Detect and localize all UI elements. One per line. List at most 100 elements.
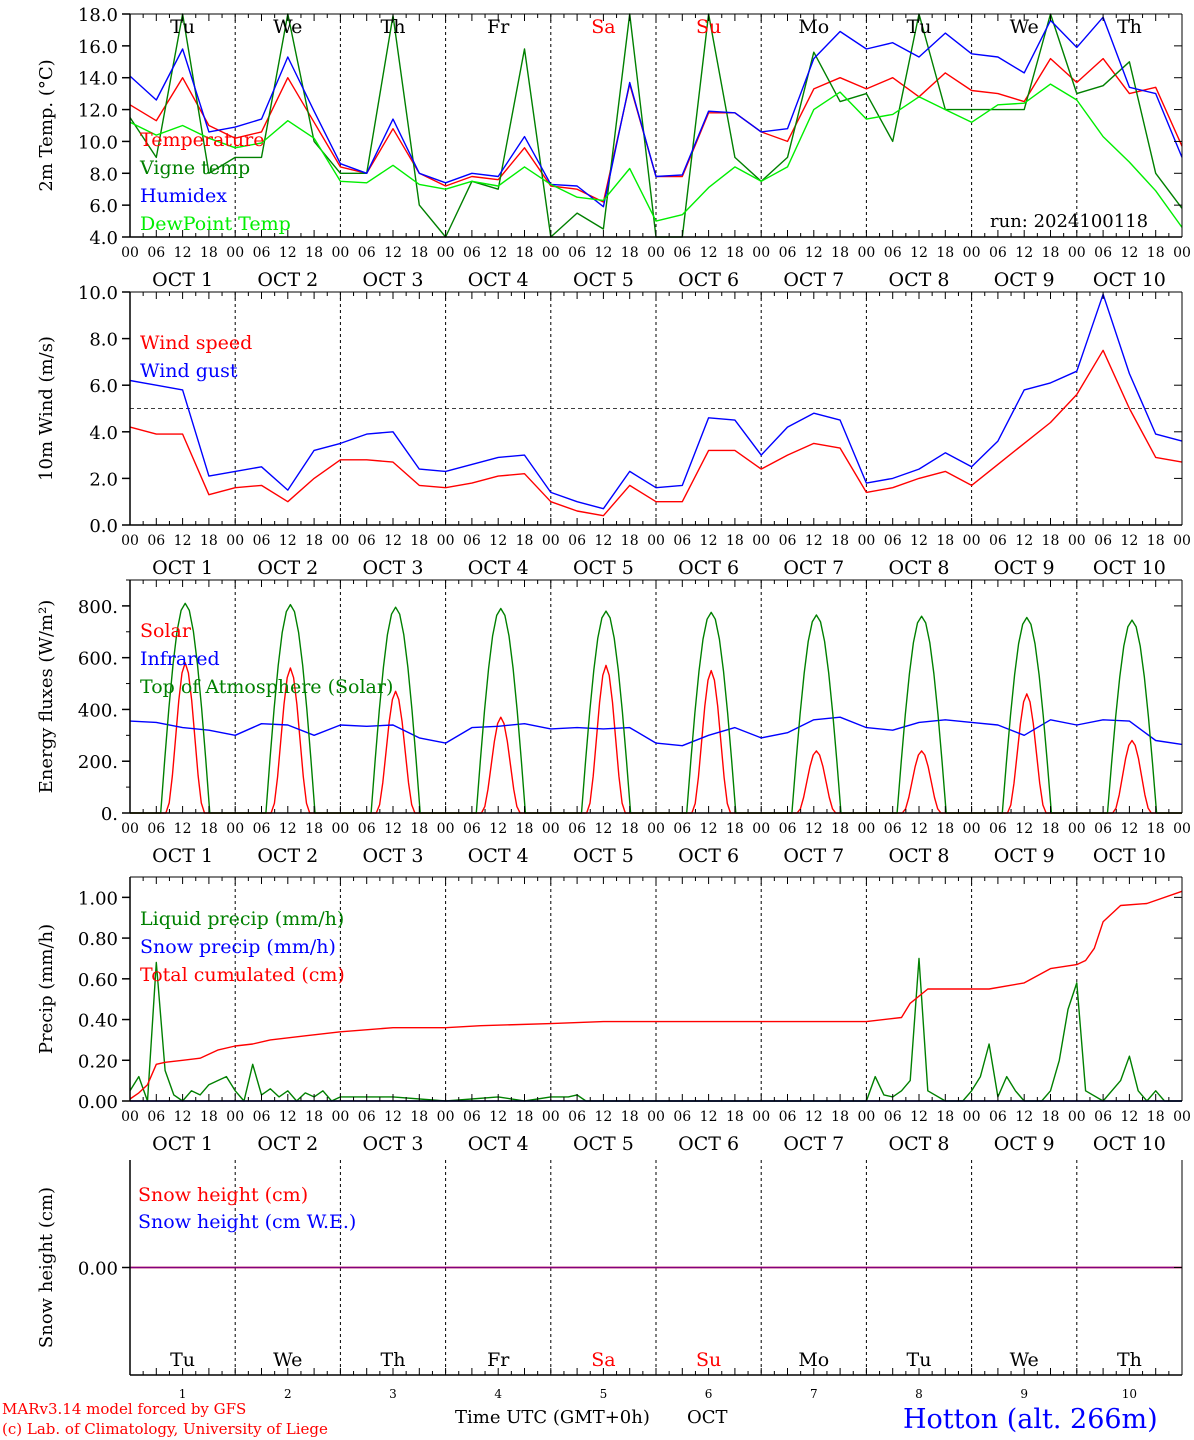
energy-hour-label: 06 bbox=[253, 821, 271, 837]
temperature-hour-label: 12 bbox=[384, 245, 402, 261]
energy-y-tick-label: 0. bbox=[101, 804, 118, 825]
precip-hour-label: 12 bbox=[1015, 1109, 1033, 1125]
precip-hour-label: 06 bbox=[673, 1109, 691, 1125]
precip-hour-label: 06 bbox=[147, 1109, 165, 1125]
precip-day-label: OCT 5 bbox=[573, 1133, 634, 1155]
temperature-hour-label: 18 bbox=[516, 245, 534, 261]
snow-day-number: 7 bbox=[810, 1387, 818, 1401]
snow-legend-2: Snow height (cm W.E.) bbox=[138, 1211, 356, 1233]
precip-y-tick-label: 0.00 bbox=[78, 1092, 118, 1113]
temperature-series-vigne-temp bbox=[129, 13, 1183, 238]
precip-hour-label: 18 bbox=[516, 1109, 534, 1125]
wind-hour-label: 18 bbox=[200, 533, 218, 549]
precip-hour-label: 18 bbox=[410, 1109, 428, 1125]
energy-hour-label: 18 bbox=[200, 821, 218, 837]
temperature-hour-label: 06 bbox=[1094, 245, 1112, 261]
precip-hour-label: 18 bbox=[936, 1109, 954, 1125]
precip-hour-label: 06 bbox=[779, 1109, 797, 1125]
temperature-hour-label: 00 bbox=[857, 245, 875, 261]
snow-day-number: 10 bbox=[1122, 1387, 1137, 1401]
x-axis-label: Time UTC (GMT+0h) bbox=[455, 1407, 650, 1428]
run-label: run: 2024100118 bbox=[990, 211, 1148, 232]
wind-hour-label: 12 bbox=[1015, 533, 1033, 549]
temperature-hour-label: 00 bbox=[542, 245, 560, 261]
temperature-hour-label: 06 bbox=[673, 245, 691, 261]
temperature-hour-label: 06 bbox=[253, 245, 271, 261]
wind-hour-label: 18 bbox=[726, 533, 744, 549]
wind-y-tick-label: 0.0 bbox=[89, 516, 118, 537]
precip-y-tick-label: 0.20 bbox=[78, 1051, 118, 1072]
energy-y-tick-label: 800. bbox=[78, 597, 118, 618]
temperature-hour-label: 12 bbox=[910, 245, 928, 261]
wind-hour-label: 00 bbox=[1068, 533, 1086, 549]
precip-day-label: OCT 7 bbox=[783, 1133, 844, 1155]
snow-weekday-label: Tu bbox=[907, 1349, 932, 1371]
wind-series-wind-gust bbox=[129, 293, 1183, 510]
temperature-hour-label: 12 bbox=[174, 245, 192, 261]
temperature-weekday-label: Tu bbox=[170, 16, 195, 38]
energy-legend-2: Infrared bbox=[140, 648, 220, 670]
precip-y-tick-label: 1.00 bbox=[78, 888, 118, 909]
wind-hour-label: 12 bbox=[489, 533, 507, 549]
wind-hour-label: 12 bbox=[1120, 533, 1138, 549]
copyright: (c) Lab. of Climatology, University of L… bbox=[2, 1420, 328, 1438]
wind-legend-2: Wind gust bbox=[140, 360, 238, 382]
snow-weekday-label: We bbox=[1010, 1349, 1039, 1371]
precip-hour-label: 18 bbox=[1042, 1109, 1060, 1125]
snow-day-number: 5 bbox=[600, 1387, 608, 1401]
precip-hour-label: 12 bbox=[1120, 1109, 1138, 1125]
energy-hour-label: 06 bbox=[989, 821, 1007, 837]
snow-y-axis-title: Snow height (cm) bbox=[36, 1187, 57, 1348]
temperature-day-label: OCT 9 bbox=[994, 269, 1055, 291]
precip-hour-label: 12 bbox=[910, 1109, 928, 1125]
energy-hour-label: 00 bbox=[963, 821, 981, 837]
wind-series-wind-speed bbox=[129, 349, 1183, 517]
precip-hour-label: 00 bbox=[963, 1109, 981, 1125]
energy-legend-1: Solar bbox=[140, 620, 192, 642]
temperature-day-label: OCT 5 bbox=[573, 269, 634, 291]
wind-hour-label: 00 bbox=[1173, 533, 1191, 549]
snow-day-number: 8 bbox=[915, 1387, 923, 1401]
temperature-day-label: OCT 4 bbox=[468, 269, 529, 291]
wind-y-tick-label: 10.0 bbox=[78, 283, 118, 304]
temperature-day-label: OCT 1 bbox=[152, 269, 213, 291]
energy-series-infrared bbox=[129, 716, 1183, 747]
temperature-day-label: OCT 2 bbox=[257, 269, 318, 291]
wind-hour-label: 12 bbox=[910, 533, 928, 549]
wind-hour-label: 12 bbox=[700, 533, 718, 549]
precip-hour-label: 12 bbox=[700, 1109, 718, 1125]
wind-hour-label: 06 bbox=[989, 533, 1007, 549]
energy-legend-3: Top of Atmosphere (Solar) bbox=[140, 676, 393, 698]
temperature-hour-label: 12 bbox=[1015, 245, 1033, 261]
precip-y-tick-label: 0.40 bbox=[78, 1011, 118, 1032]
precip-hour-label: 06 bbox=[1094, 1109, 1112, 1125]
wind-hour-label: 00 bbox=[857, 533, 875, 549]
precip-hour-label: 00 bbox=[121, 1109, 139, 1125]
precip-hour-label: 18 bbox=[726, 1109, 744, 1125]
temperature-hour-label: 00 bbox=[121, 245, 139, 261]
energy-hour-label: 18 bbox=[516, 821, 534, 837]
temperature-y-tick-label: 14.0 bbox=[78, 69, 118, 90]
temperature-y-tick-label: 12.0 bbox=[78, 101, 118, 122]
wind-hour-label: 00 bbox=[752, 533, 770, 549]
temperature-hour-label: 06 bbox=[358, 245, 376, 261]
temperature-hour-label: 00 bbox=[226, 245, 244, 261]
energy-hour-label: 06 bbox=[568, 821, 586, 837]
energy-hour-label: 06 bbox=[673, 821, 691, 837]
temperature-hour-label: 00 bbox=[752, 245, 770, 261]
wind-y-tick-label: 6.0 bbox=[89, 376, 118, 397]
wind-hour-label: 18 bbox=[621, 533, 639, 549]
temperature-weekday-label: We bbox=[273, 16, 302, 38]
energy-y-tick-label: 600. bbox=[78, 649, 118, 670]
energy-day-label: OCT 2 bbox=[257, 845, 318, 867]
wind-day-label: OCT 7 bbox=[783, 557, 844, 579]
grid-layer bbox=[130, 14, 1182, 1375]
x-axis-month: OCT bbox=[687, 1407, 728, 1428]
energy-hour-label: 06 bbox=[463, 821, 481, 837]
precip-legend-2: Snow precip (mm/h) bbox=[140, 936, 336, 958]
temperature-weekday-label: Su bbox=[696, 16, 721, 38]
energy-hour-label: 06 bbox=[1094, 821, 1112, 837]
energy-day-label: OCT 10 bbox=[1093, 845, 1166, 867]
temperature-weekday-label: We bbox=[1010, 16, 1039, 38]
wind-y-tick-label: 2.0 bbox=[89, 469, 118, 490]
